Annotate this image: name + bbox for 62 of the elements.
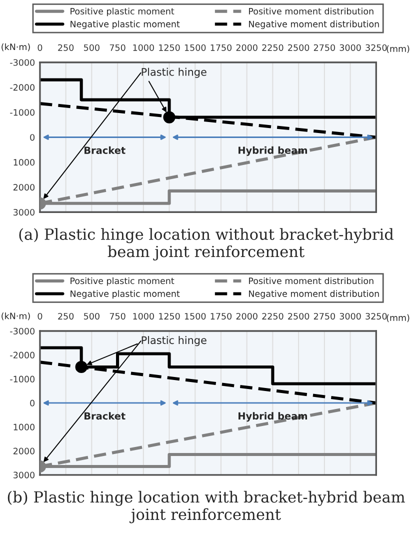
x-tick-label: 2250 bbox=[262, 312, 284, 320]
legend-label: Negative moment distribution bbox=[249, 290, 379, 299]
x-tick-label: 0 bbox=[38, 44, 42, 51]
band-label: Bracket bbox=[84, 412, 126, 420]
x-tick-label: 750 bbox=[110, 44, 126, 51]
x-tick-label: 2000 bbox=[236, 312, 258, 320]
y-axis-title: (kN·m) bbox=[2, 312, 30, 320]
legend-label: Positive plastic moment bbox=[70, 277, 174, 286]
x-tick-label: 2750 bbox=[314, 44, 335, 51]
x-axis-title: (mm) bbox=[386, 45, 410, 54]
x-tick-label: 3250 bbox=[366, 44, 387, 51]
legend-label: Negative plastic moment bbox=[70, 20, 180, 30]
x-tick-label: 750 bbox=[110, 312, 126, 320]
y-tick-label: -2000 bbox=[10, 352, 35, 358]
x-tick-label: 2250 bbox=[262, 44, 284, 51]
x-tick-label: 3000 bbox=[340, 44, 361, 51]
x-tick-label: 500 bbox=[84, 312, 100, 320]
x-axis-title: (mm) bbox=[386, 314, 410, 322]
x-tick-label: 1000 bbox=[133, 312, 154, 320]
text: (b) Plastic hinge location with bracket-hybrid beam joint reinforcement bbox=[8, 490, 405, 524]
y-tick-label: 1000 bbox=[14, 424, 35, 430]
x-tick-label: 1500 bbox=[184, 44, 206, 51]
y-tick-label: -2000 bbox=[10, 84, 35, 91]
legend-label: Negative moment distribution bbox=[249, 20, 379, 30]
x-tick-label: 1750 bbox=[210, 312, 232, 320]
legend-label: Positive moment distribution bbox=[249, 8, 374, 14]
y-axis-title: (kN·m) bbox=[2, 43, 30, 52]
annotation: Plastic hinge bbox=[142, 68, 206, 78]
x-tick-label: 250 bbox=[58, 312, 74, 320]
x-tick-label: 2500 bbox=[288, 312, 310, 320]
x-tick-label: 1500 bbox=[184, 312, 206, 320]
text: (a) Plastic hinge location without bracket-hybrid beam joint reinforcement bbox=[19, 228, 394, 260]
band-label: Hybrid beam bbox=[238, 412, 308, 422]
y-tick-label: 1000 bbox=[14, 159, 35, 166]
legend-label: Negative plastic moment bbox=[70, 290, 180, 299]
x-tick-label: 3250 bbox=[366, 312, 387, 320]
x-tick-label: 500 bbox=[84, 44, 100, 51]
x-tick-label: 2000 bbox=[236, 44, 258, 51]
y-tick-label: 2000 bbox=[13, 184, 35, 191]
x-tick-label: 1750 bbox=[210, 44, 232, 51]
x-tick-label: 250 bbox=[58, 44, 74, 51]
x-tick-label: 1250 bbox=[159, 312, 180, 320]
x-tick-label: 2500 bbox=[288, 44, 310, 51]
x-tick-label: 3000 bbox=[340, 312, 361, 320]
y-tick-label: 2000 bbox=[13, 448, 35, 454]
x-tick-label: 1000 bbox=[133, 44, 154, 51]
y-tick-label: 3000 bbox=[14, 472, 35, 478]
x-tick-label: 2750 bbox=[314, 312, 335, 320]
legend-label: Positive moment distribution bbox=[249, 277, 374, 284]
y-tick-label: 0 bbox=[30, 400, 35, 406]
x-tick-label: 0 bbox=[38, 312, 42, 320]
y-tick-label: -1000 bbox=[10, 376, 35, 382]
x-tick-label: 1250 bbox=[159, 44, 180, 51]
y-tick-label: -3000 bbox=[10, 328, 35, 334]
y-tick-label: -3000 bbox=[10, 59, 35, 66]
band-label: Hybrid beam bbox=[238, 146, 308, 156]
annotation: Plastic hinge bbox=[142, 336, 206, 346]
band-label: Bracket bbox=[84, 146, 126, 154]
legend-label: Positive plastic moment bbox=[70, 8, 174, 16]
y-tick-label: 0 bbox=[30, 134, 35, 141]
y-tick-label: -1000 bbox=[10, 109, 35, 116]
y-tick-label: 3000 bbox=[14, 208, 35, 216]
